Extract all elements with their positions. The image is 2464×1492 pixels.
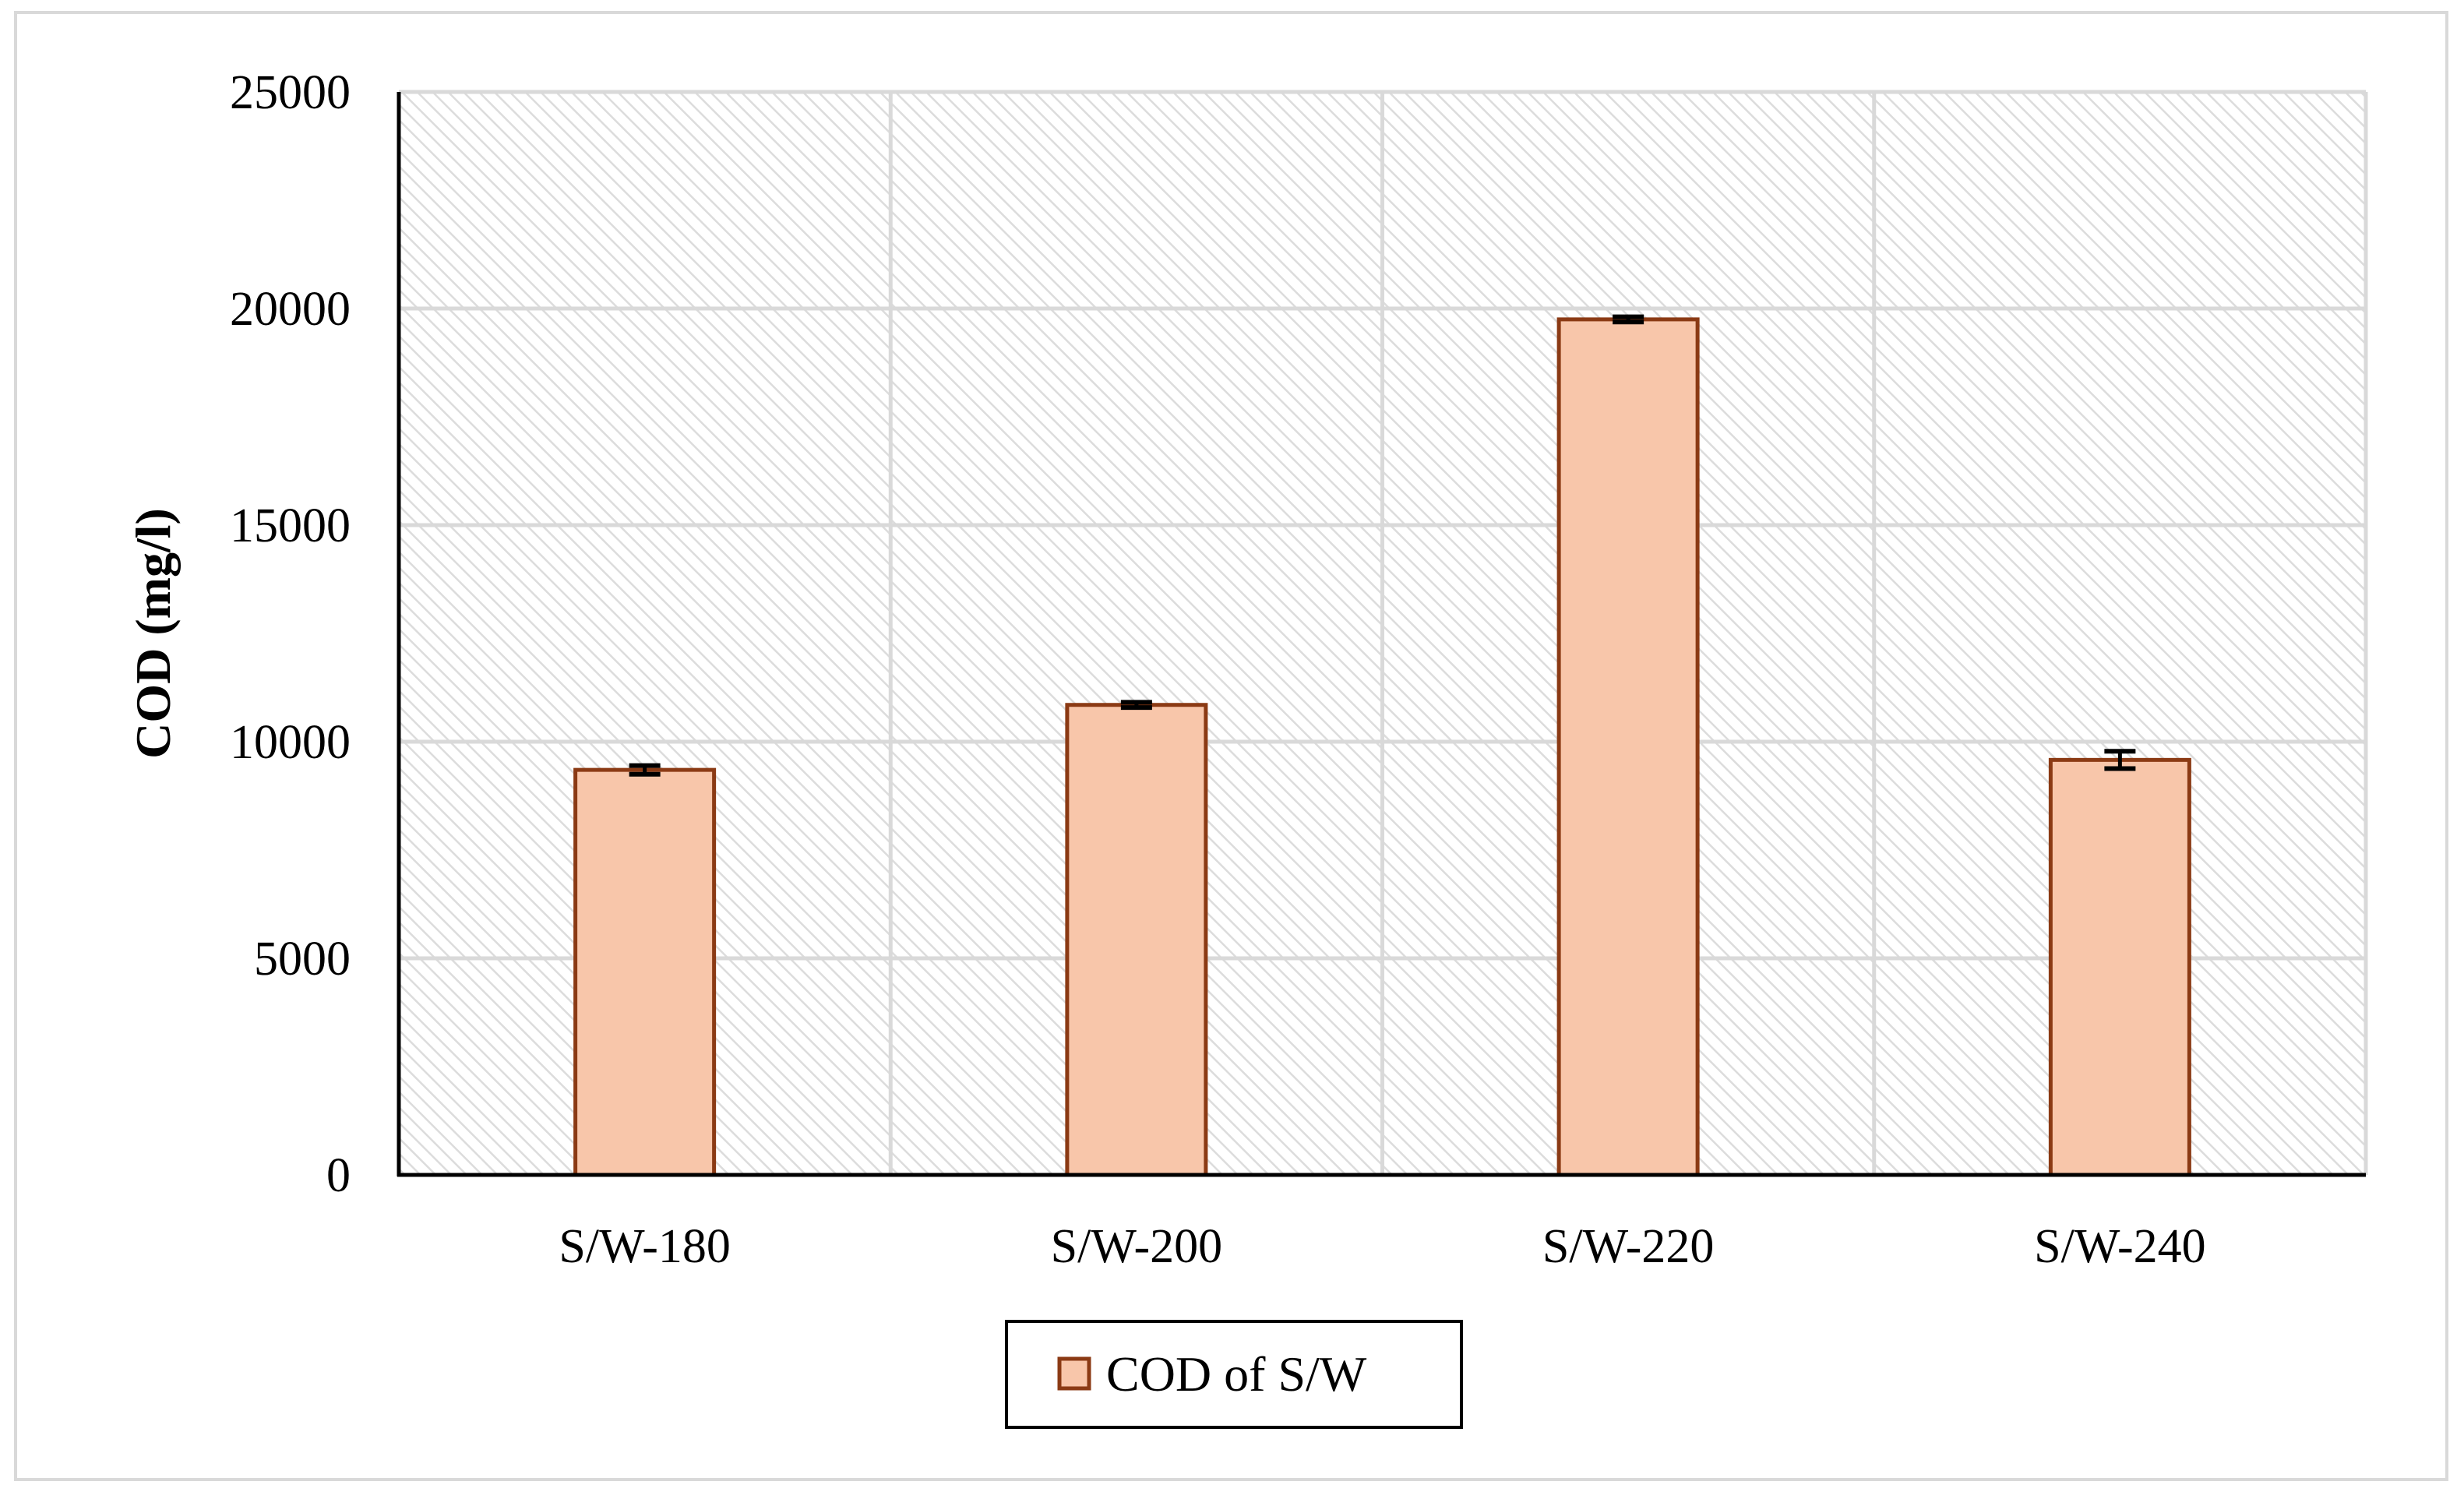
bar [573, 767, 717, 1177]
axes [397, 92, 2366, 1177]
bars [573, 314, 2191, 1177]
legend-swatch [1057, 1356, 1091, 1391]
y-tick-label: 5000 [254, 933, 351, 986]
y-tick-label: 20000 [230, 283, 351, 336]
y-axis-title: COD (mg/l) [125, 508, 181, 759]
y-tick-label: 25000 [230, 66, 351, 119]
y-tick-label: 0 [326, 1149, 351, 1202]
legend-label: COD of S/W [1106, 1346, 1367, 1402]
x-tick-label: S/W-240 [2034, 1220, 2205, 1273]
x-tick-labels: S/W-180 S/W-200 S/W-220 S/W-240 [559, 1220, 2205, 1273]
grid-lines [399, 90, 2368, 1175]
x-tick-label: S/W-200 [1051, 1220, 1222, 1273]
bar [1065, 703, 1208, 1177]
bar [2048, 757, 2191, 1177]
bar [1556, 317, 1700, 1177]
y-tick-labels: 0 5000 10000 15000 20000 25000 [230, 66, 351, 1202]
y-tick-label: 10000 [230, 716, 351, 769]
x-tick-label: S/W-180 [559, 1220, 730, 1273]
x-tick-label: S/W-220 [1542, 1220, 1714, 1273]
legend: COD of S/W [1005, 1320, 1463, 1429]
y-tick-label: 15000 [230, 499, 351, 552]
